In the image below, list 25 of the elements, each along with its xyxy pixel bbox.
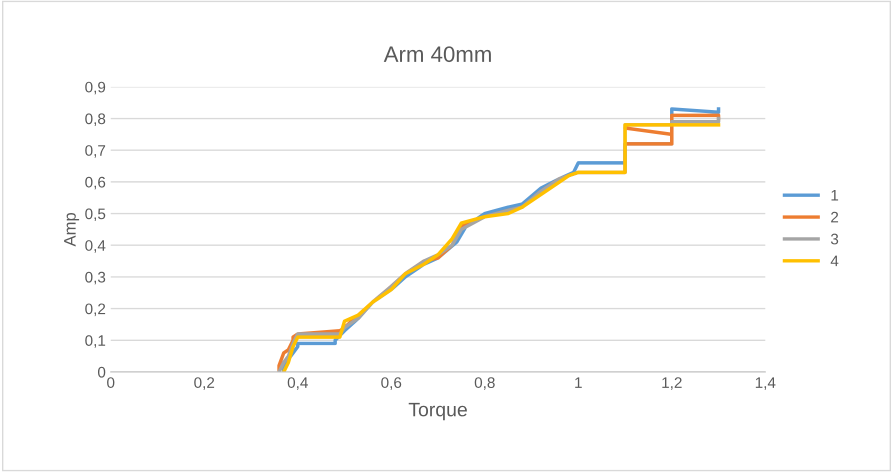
x-tick-label: 0,8 xyxy=(474,377,495,390)
y-tick-label: 0,3 xyxy=(85,272,106,284)
legend-label: 1 xyxy=(832,190,838,201)
x-tick-label: 0,2 xyxy=(194,377,214,390)
x-tick-label: 0,6 xyxy=(381,377,402,390)
x-tick-label: 1,2 xyxy=(662,377,682,390)
chart-title: Arm 40mm xyxy=(384,46,491,62)
y-axis-title: Amp xyxy=(64,212,80,246)
y-tick-label: 0,9 xyxy=(85,82,106,94)
x-tick-label: 1,4 xyxy=(756,377,776,390)
legend-label: 3 xyxy=(830,234,838,244)
y-tick-label: 0,1 xyxy=(85,335,106,348)
x-tick-label: 0,4 xyxy=(288,377,308,390)
y-tick-label: 0,4 xyxy=(85,240,106,253)
y-tick-label: 0,8 xyxy=(85,113,106,126)
x-axis-title: Torque xyxy=(408,402,467,420)
y-tick-label: 0,7 xyxy=(85,145,106,158)
y-tick-label: 0 xyxy=(98,366,106,378)
y-tick-label: 0,5 xyxy=(85,208,106,222)
y-tick-label: 0,2 xyxy=(85,303,106,316)
y-tick-label: 0,6 xyxy=(85,176,106,190)
x-tick-label: 0 xyxy=(107,377,114,388)
legend-label: 2 xyxy=(831,212,838,222)
x-tick-label: 1 xyxy=(575,377,582,388)
legend-label: 4 xyxy=(830,256,838,266)
